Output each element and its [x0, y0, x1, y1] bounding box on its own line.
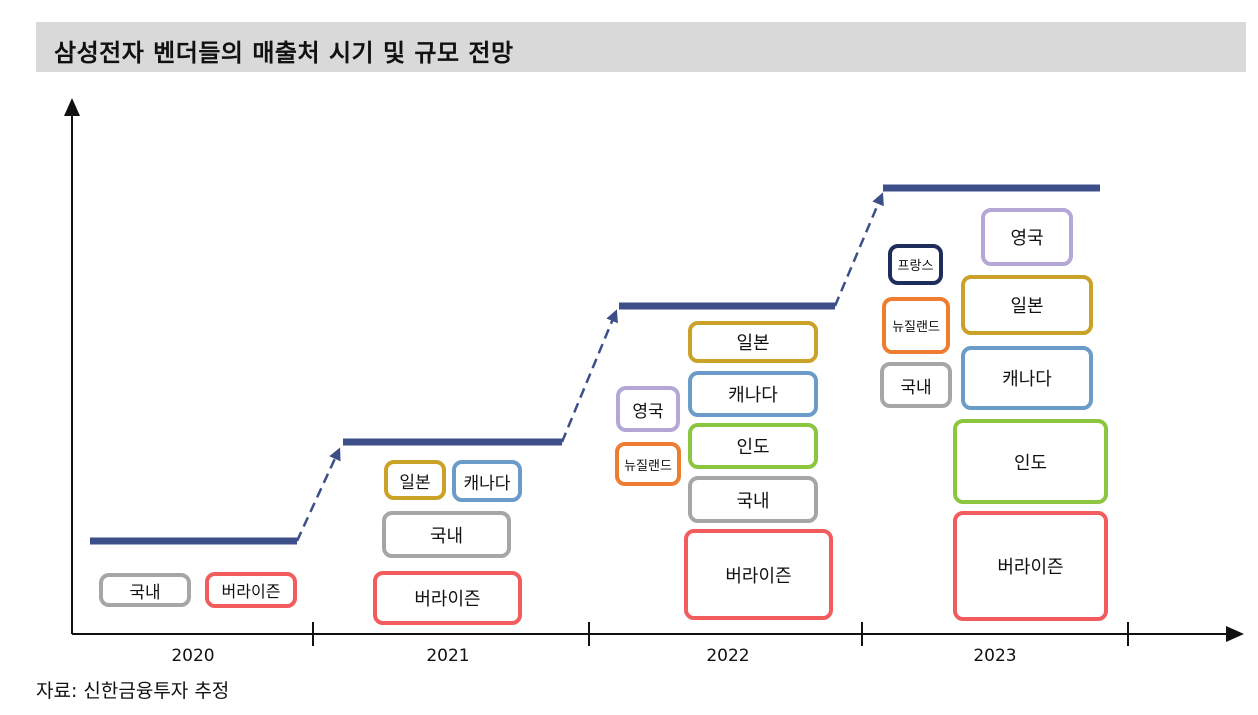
x-axis-arrowhead — [1226, 626, 1244, 642]
box-2022-verizon: 버라이즌 — [684, 529, 833, 620]
box-2021-verizon: 버라이즌 — [373, 571, 522, 625]
box-2023-canada: 캐나다 — [961, 346, 1093, 410]
box-2022-india: 인도 — [688, 423, 818, 469]
box-2021-japan: 일본 — [384, 460, 446, 500]
growth-arrow-2023 — [833, 192, 884, 307]
box-2021-canada: 캐나다 — [452, 460, 522, 502]
box-2020-domestic: 국내 — [99, 573, 191, 607]
box-2023-verizon: 버라이즌 — [953, 511, 1108, 621]
box-2022-canada: 캐나다 — [688, 371, 818, 417]
box-2020-verizon: 버라이즌 — [205, 572, 297, 608]
box-2023-domestic: 국내 — [880, 362, 952, 408]
box-2023-japan: 일본 — [961, 275, 1093, 335]
box-2022-uk: 영국 — [616, 386, 680, 432]
box-2022-domestic: 국내 — [688, 476, 818, 523]
y-axis-arrowhead — [64, 98, 80, 116]
growth-arrow-2022 — [560, 309, 618, 443]
box-2022-new-zealand: 뉴질랜드 — [615, 442, 681, 486]
box-2021-domestic: 국내 — [382, 511, 511, 558]
year-label-2021: 2021 — [426, 646, 470, 666]
year-label-2020: 2020 — [171, 646, 215, 666]
box-2022-japan: 일본 — [688, 321, 818, 363]
box-2023-new-zealand: 뉴질랜드 — [882, 297, 950, 354]
page-title: 삼성전자 벤더들의 매출처 시기 및 규모 전망 — [54, 39, 514, 67]
year-label-2022: 2022 — [706, 646, 750, 666]
growth-arrow-2021 — [295, 447, 341, 542]
box-2023-france: 프랑스 — [888, 244, 943, 285]
box-2023-india: 인도 — [953, 419, 1108, 504]
source-note: 자료: 신한금융투자 추정 — [36, 680, 230, 702]
box-2023-uk: 영국 — [981, 208, 1073, 266]
year-label-2023: 2023 — [973, 646, 1017, 666]
title-bar — [36, 22, 1246, 72]
